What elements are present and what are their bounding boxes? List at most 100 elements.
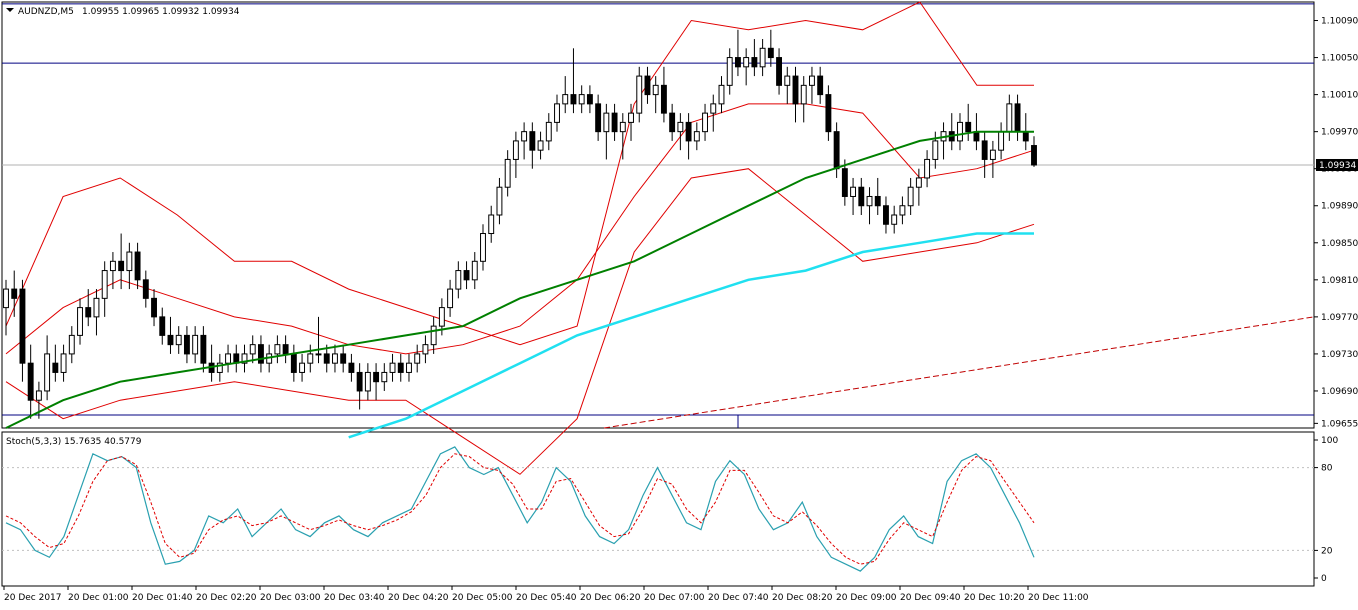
time-tick-label: 20 Dec 10:20 xyxy=(964,593,1025,603)
candle-body xyxy=(899,205,906,216)
candle-body xyxy=(134,251,141,281)
price-tick-label: 1.10050 xyxy=(1321,54,1358,64)
candle-body xyxy=(1031,145,1037,166)
candle-body xyxy=(27,362,34,401)
time-tick-label: 20 Dec 06:20 xyxy=(580,593,641,603)
moving-average-slow xyxy=(5,130,1034,429)
candle-body xyxy=(364,371,371,392)
candle-body xyxy=(776,57,783,86)
candle-body xyxy=(200,334,207,364)
price-tick-label: 1.09770 xyxy=(1321,313,1358,323)
candle-body xyxy=(118,260,125,272)
price-tick-label: 1.09655 xyxy=(1321,419,1358,429)
candle-body xyxy=(35,390,42,401)
time-tick-label: 20 Dec 09:00 xyxy=(836,593,897,603)
candle-body xyxy=(3,288,9,309)
candle-body xyxy=(447,288,454,309)
candle-body xyxy=(19,288,26,364)
candle-body xyxy=(652,84,659,96)
price-tick-label: 1.09810 xyxy=(1321,276,1358,286)
candle-body xyxy=(891,214,898,225)
candle-body xyxy=(932,140,939,160)
price-tick-label: 1.09850 xyxy=(1321,239,1358,249)
candle-body xyxy=(915,177,922,188)
candle-body xyxy=(430,325,437,346)
candle-body xyxy=(422,344,429,355)
time-tick-label: 20 Dec 03:00 xyxy=(260,593,321,603)
candle-body xyxy=(883,205,889,225)
candle-body xyxy=(183,334,190,355)
price-tick-label: 1.10010 xyxy=(1321,91,1358,101)
candle-body xyxy=(874,195,881,207)
candle-body xyxy=(611,112,618,133)
candle-body xyxy=(323,353,330,364)
candle-body xyxy=(759,47,766,68)
price-tick-label: 1.09890 xyxy=(1321,202,1358,212)
candle-body xyxy=(348,362,355,373)
candle-body xyxy=(216,362,223,373)
candle-body xyxy=(151,297,157,318)
candle-body xyxy=(965,121,972,133)
time-tick-label: 20 Dec 05:40 xyxy=(516,593,577,603)
time-tick-label: 20 Dec 11:00 xyxy=(1028,593,1089,603)
price-tick-label: 1.09730 xyxy=(1321,350,1358,360)
time-tick-label: 20 Dec 03:40 xyxy=(324,593,385,603)
candle-body xyxy=(644,75,651,96)
trendline xyxy=(603,316,1315,429)
candle-body xyxy=(332,353,338,364)
candle-body xyxy=(307,353,314,364)
candle-body xyxy=(455,270,462,290)
candle-body xyxy=(866,195,873,207)
time-tick-label: 20 Dec 02:20 xyxy=(196,593,257,603)
candle-body xyxy=(373,371,380,383)
candle-body xyxy=(989,149,996,160)
stoch-tick-label: 80 xyxy=(1321,464,1333,474)
stoch-tick-label: 20 xyxy=(1321,546,1333,556)
time-tick-label: 20 Dec 07:40 xyxy=(708,593,769,603)
candle-body xyxy=(734,57,741,68)
candle-body xyxy=(751,57,758,68)
time-tick-label: 20 Dec 01:00 xyxy=(68,593,129,603)
time-tick-label: 20 Dec 2017 xyxy=(4,593,62,603)
candle-body xyxy=(126,251,133,272)
candle-body xyxy=(109,260,116,272)
candle-body xyxy=(809,75,815,86)
candle-body xyxy=(438,307,445,327)
candle-body xyxy=(389,362,396,373)
candle-body xyxy=(480,233,486,262)
candle-body xyxy=(603,112,610,133)
candle-body xyxy=(290,353,297,373)
candle-body xyxy=(850,186,857,197)
candle-body xyxy=(44,353,51,392)
candle-body xyxy=(702,112,708,133)
dropdown-arrow-icon[interactable] xyxy=(6,8,14,12)
candle-body xyxy=(784,75,791,86)
candle-body xyxy=(496,186,503,216)
candle-body xyxy=(743,57,750,68)
candle-body xyxy=(726,57,733,86)
time-tick-label: 20 Dec 09:40 xyxy=(900,593,961,603)
candle-body xyxy=(841,168,848,197)
candle-body xyxy=(570,94,577,105)
time-tick-label: 20 Dec 01:40 xyxy=(132,593,193,603)
stoch-tick-label: 0 xyxy=(1321,574,1327,584)
candle-body xyxy=(619,121,626,133)
candle-body xyxy=(11,288,18,299)
candle-body xyxy=(669,112,676,133)
candle-body xyxy=(660,84,667,114)
candle-body xyxy=(52,362,59,373)
stoch-panel-frame xyxy=(1,431,1315,587)
candle-body xyxy=(192,334,199,355)
candle-body xyxy=(414,353,421,364)
time-tick-label: 20 Dec 07:00 xyxy=(644,593,705,603)
main-panel-frame xyxy=(1,1,1315,429)
price-tick-label: 1.09970 xyxy=(1321,128,1358,138)
candle-body xyxy=(1022,131,1029,142)
bollinger-middle xyxy=(5,103,1035,355)
candle-body xyxy=(521,131,528,142)
candle-body xyxy=(833,131,840,170)
candle-body xyxy=(504,158,511,188)
candle-body xyxy=(488,214,495,235)
